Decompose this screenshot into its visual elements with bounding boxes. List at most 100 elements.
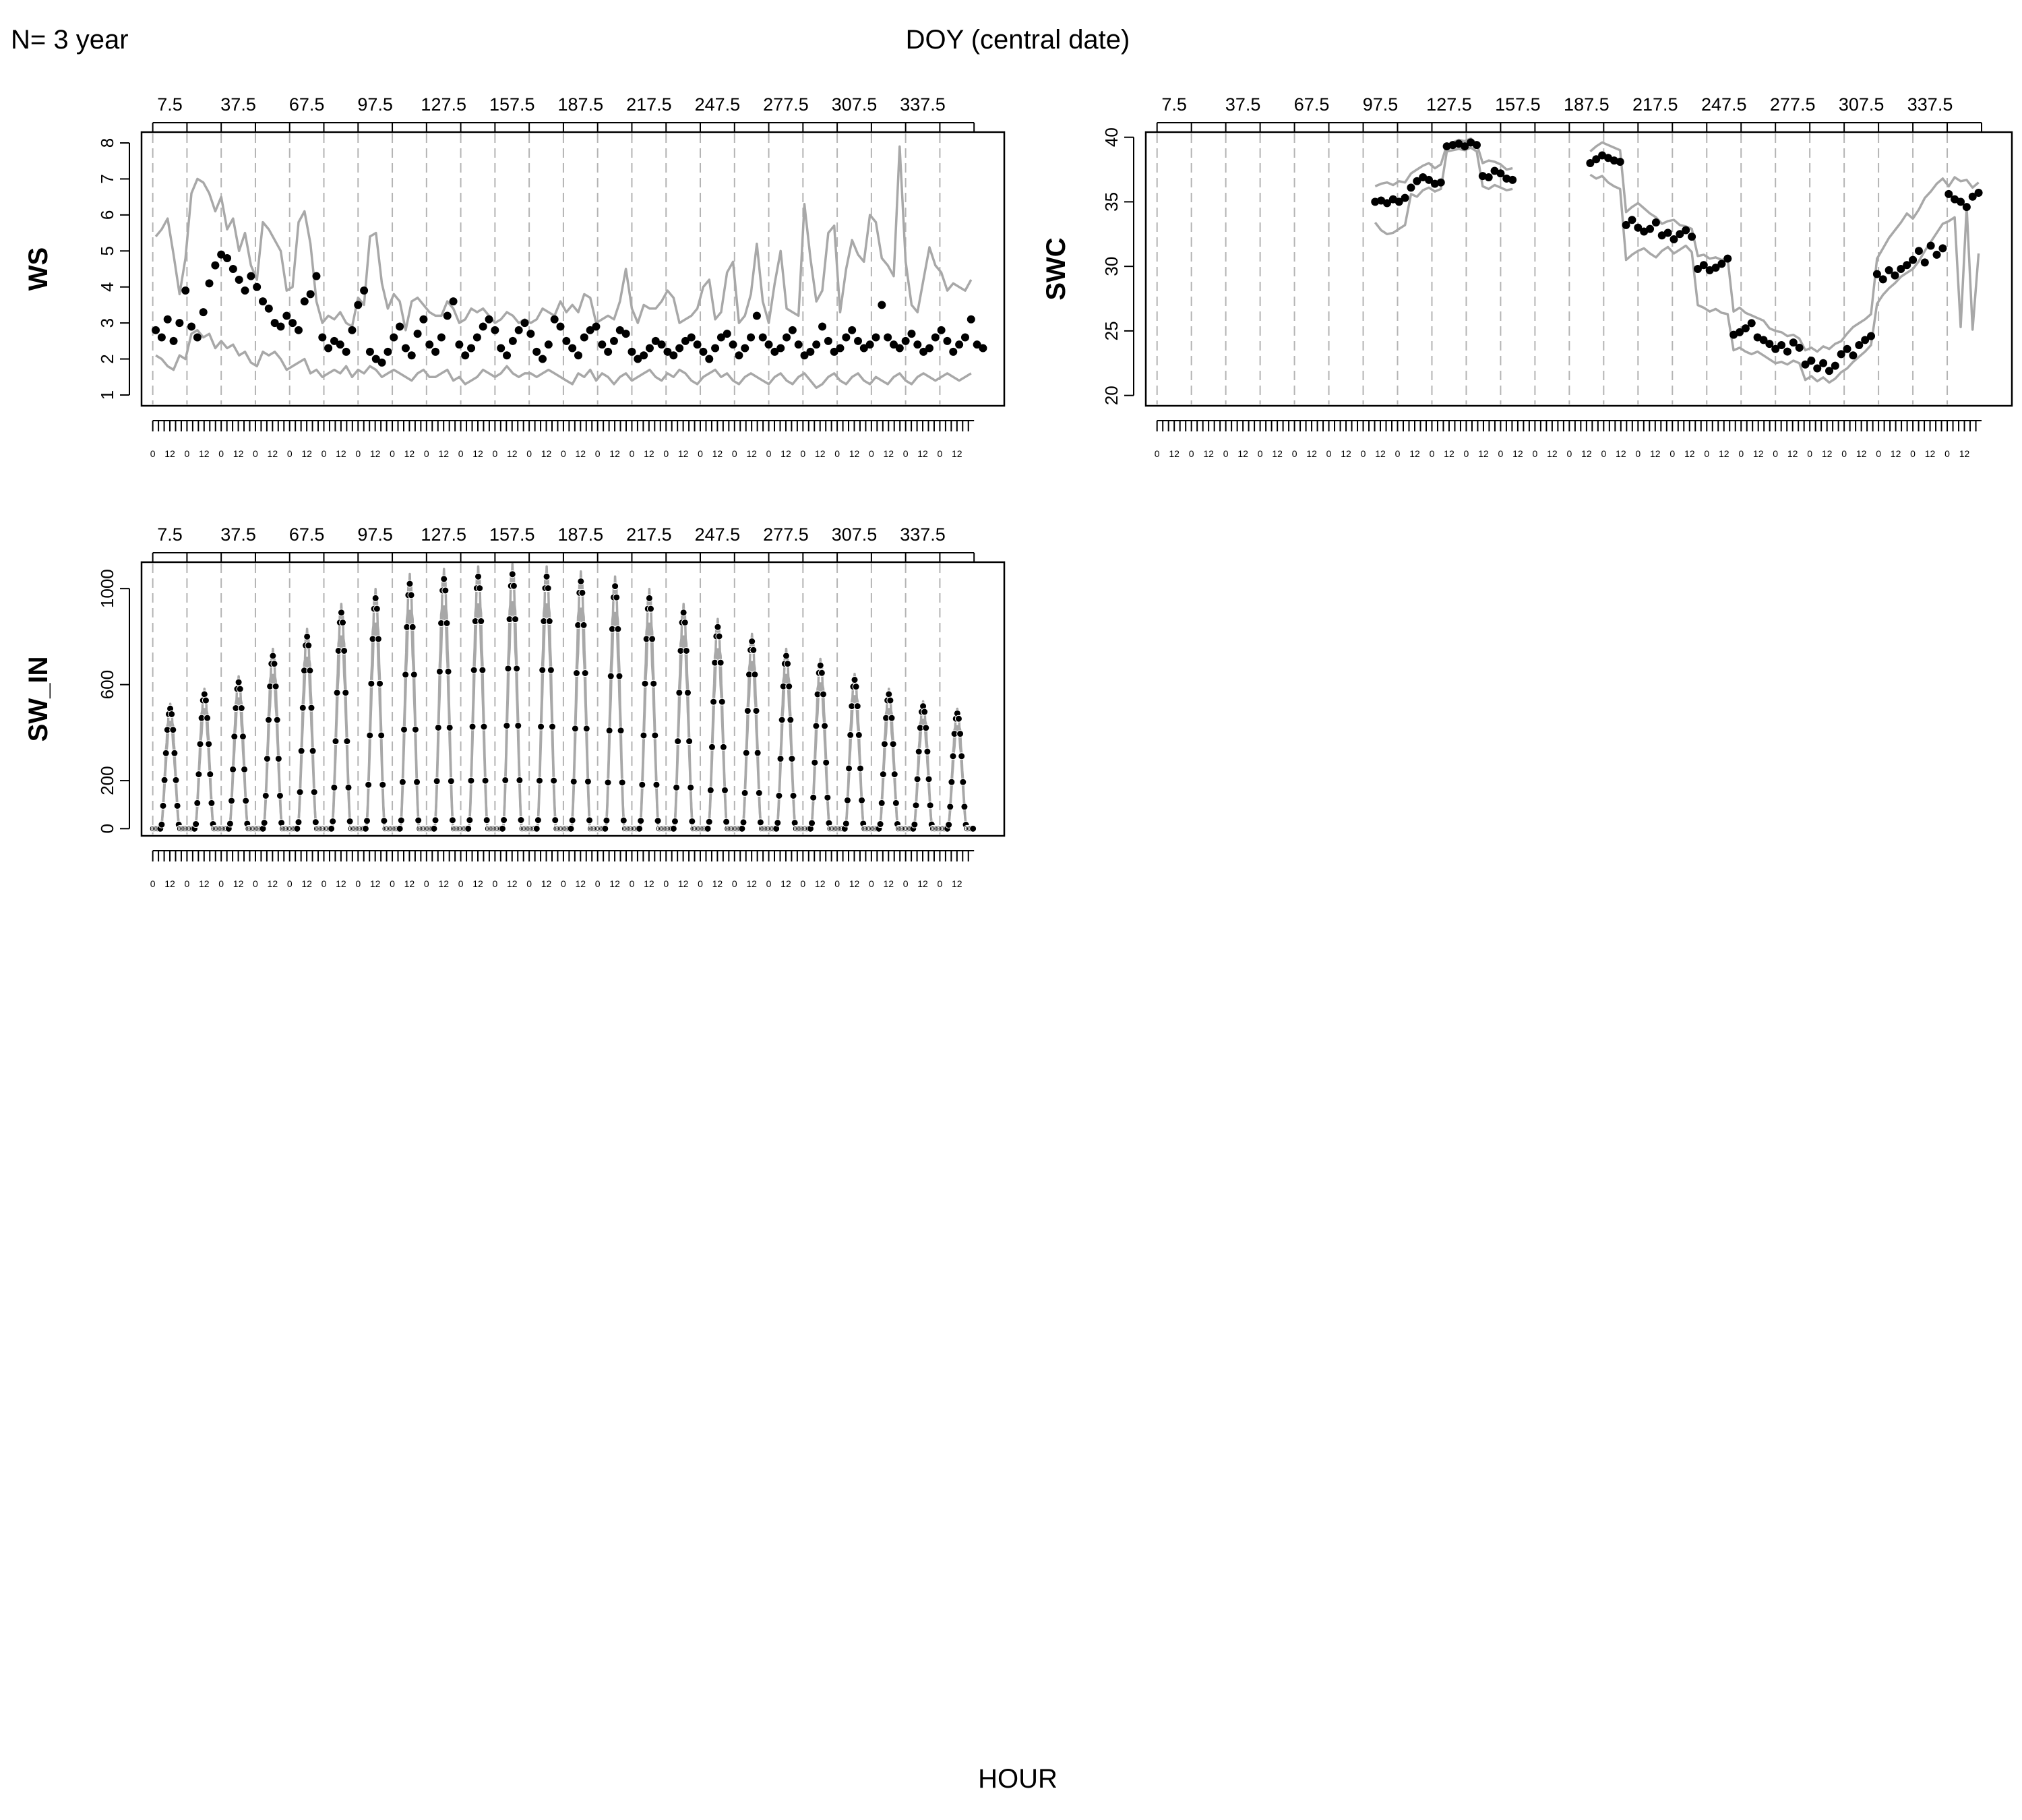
hour-tick-label: 12 xyxy=(1306,448,1317,459)
median-point xyxy=(948,778,956,786)
median-point xyxy=(260,819,268,827)
median-point xyxy=(688,817,696,825)
median-point xyxy=(818,322,827,331)
top-axis-label: 337.5 xyxy=(900,94,946,115)
median-point xyxy=(407,351,416,360)
median-point xyxy=(434,723,442,731)
y-tick-label: 200 xyxy=(97,766,117,795)
median-point xyxy=(200,690,208,698)
median-point xyxy=(175,319,184,328)
median-point xyxy=(367,679,375,688)
median-point xyxy=(380,817,388,825)
median-point xyxy=(299,704,307,712)
swin-hour-axis: 0 12 0 12 0 12 0 12 0 12 0 12 0 12 0 12 0 12 0 12 0 12 0 12 0 12 0… xyxy=(150,850,975,889)
hour-tick-label: 12 xyxy=(472,448,483,459)
hour-tick-label: 12 xyxy=(404,448,415,459)
hour-tick-label: 12 xyxy=(1891,448,1901,459)
y-tick-label: 2 xyxy=(97,354,117,363)
median-point xyxy=(809,793,818,801)
median-point xyxy=(192,820,200,828)
ws-band-lines xyxy=(154,145,973,390)
median-point xyxy=(371,355,380,363)
median-point xyxy=(876,820,884,828)
y-tick-label: 40 xyxy=(1101,127,1122,147)
median-point xyxy=(396,824,404,832)
median-point xyxy=(787,716,795,724)
median-point xyxy=(377,731,386,739)
median-point xyxy=(943,336,952,345)
median-point xyxy=(901,336,910,345)
swc-band-lines xyxy=(1374,137,1980,384)
hour-tick-label: 12 xyxy=(541,878,552,889)
hour-tick-label: 0 xyxy=(185,448,190,459)
hour-tick-label: 12 xyxy=(644,448,654,459)
swin-plot-frame xyxy=(140,561,1006,837)
hour-tick-label: 12 xyxy=(268,878,278,889)
hour-tick-label: 12 xyxy=(1409,448,1420,459)
median-point xyxy=(865,340,874,349)
hour-tick-label: 12 xyxy=(883,448,894,459)
median-point xyxy=(398,778,406,786)
median-point xyxy=(163,315,172,324)
median-point xyxy=(570,777,578,785)
hour-tick-label: 0 xyxy=(698,448,703,459)
median-point xyxy=(923,748,931,756)
hour-tick-label: 12 xyxy=(336,448,346,459)
median-point xyxy=(818,669,826,677)
median-point xyxy=(532,347,541,356)
median-point xyxy=(480,723,488,731)
median-point xyxy=(330,336,338,345)
median-point xyxy=(636,824,644,832)
y-tick-label: 35 xyxy=(1101,192,1122,212)
median-point xyxy=(1496,169,1505,178)
median-point xyxy=(340,646,348,655)
median-point xyxy=(816,661,824,669)
median-point xyxy=(723,818,731,826)
hour-tick-label: 12 xyxy=(1719,448,1729,459)
hour-tick-label: 12 xyxy=(883,878,894,889)
median-point xyxy=(1682,226,1690,235)
y-tick-label: 3 xyxy=(97,318,117,328)
header-left: N= 3 year xyxy=(11,25,129,55)
median-point xyxy=(586,326,594,334)
top-axis-label: 7.5 xyxy=(157,94,183,115)
median-point xyxy=(851,676,859,684)
hour-tick-label: 12 xyxy=(576,448,586,459)
hour-tick-label: 12 xyxy=(164,878,175,889)
median-point xyxy=(288,319,297,328)
median-point xyxy=(397,816,405,824)
hour-tick-label: 0 xyxy=(1773,448,1778,459)
hour-tick-label: 12 xyxy=(1478,448,1489,459)
median-point xyxy=(562,336,571,345)
hour-tick-label: 12 xyxy=(1822,448,1833,459)
median-point xyxy=(718,698,726,706)
median-point xyxy=(584,777,592,785)
hour-tick-label: 12 xyxy=(849,878,860,889)
hour-tick-label: 12 xyxy=(1856,448,1867,459)
median-point xyxy=(262,792,270,800)
hour-tick-label: 12 xyxy=(678,878,689,889)
median-point xyxy=(354,301,363,309)
median-point xyxy=(878,301,886,309)
top-axis-label: 307.5 xyxy=(832,524,878,545)
median-point xyxy=(958,752,966,760)
median-point xyxy=(545,617,553,626)
median-point xyxy=(885,690,893,698)
top-axis-label: 187.5 xyxy=(558,94,604,115)
median-point xyxy=(303,632,311,640)
median-point xyxy=(607,672,615,680)
median-point xyxy=(684,689,692,697)
median-point xyxy=(408,623,417,631)
hour-tick-label: 12 xyxy=(507,448,518,459)
median-point xyxy=(1741,324,1750,333)
swin-y-axis: 0 200 600 1000 xyxy=(97,569,130,834)
median-point xyxy=(366,731,374,739)
median-point xyxy=(1783,347,1791,356)
median-point xyxy=(513,665,521,673)
median-point xyxy=(1717,260,1726,268)
median-point xyxy=(758,333,767,342)
median-point xyxy=(770,347,779,356)
hour-tick-label: 12 xyxy=(1753,448,1764,459)
median-point xyxy=(651,336,660,345)
median-point xyxy=(1909,255,1918,264)
